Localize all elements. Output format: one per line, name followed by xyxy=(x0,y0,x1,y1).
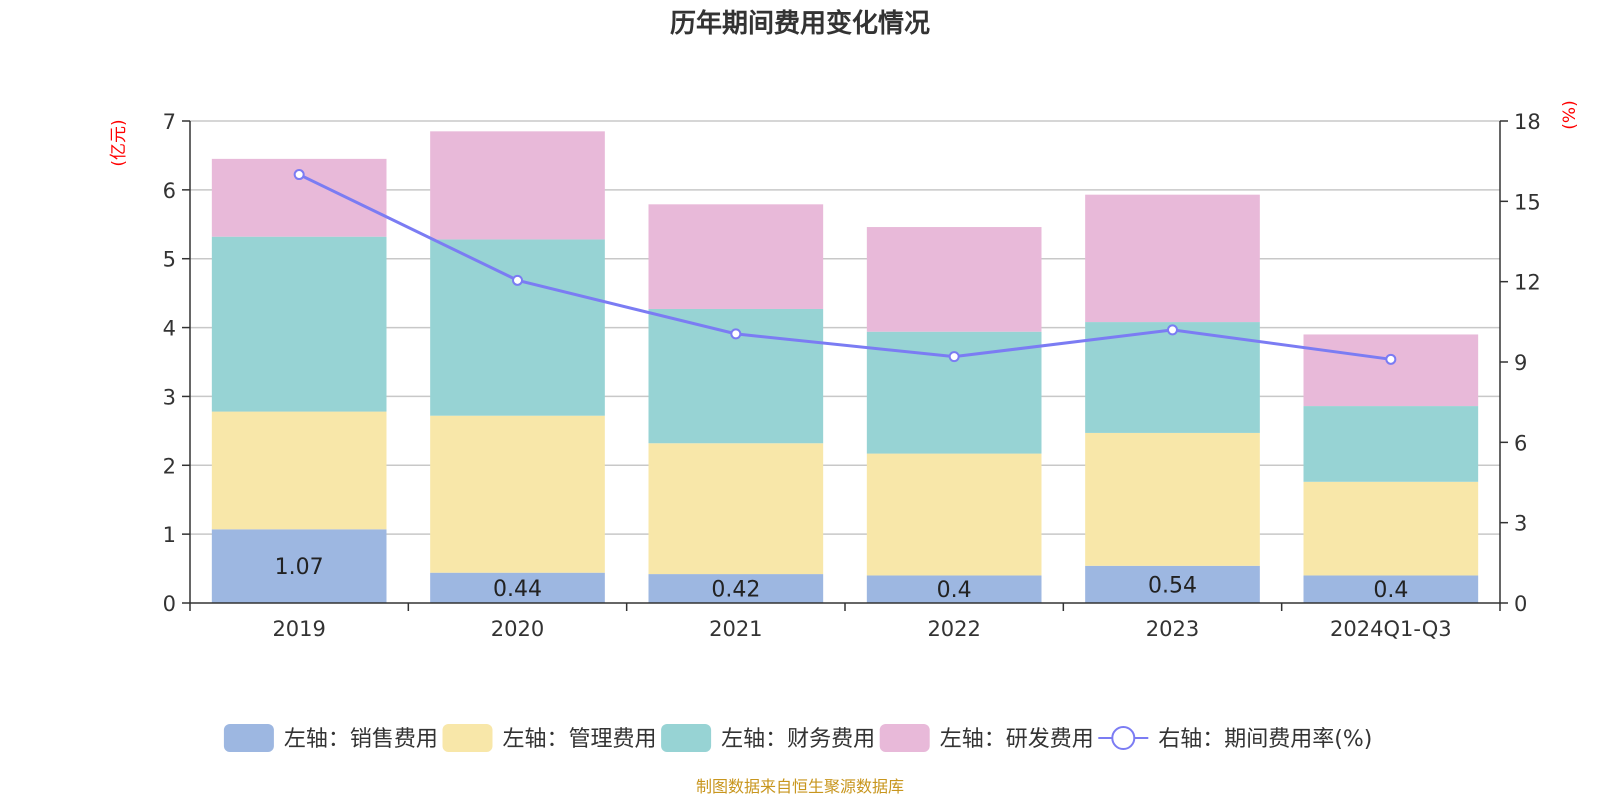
right-axis-unit: (%) xyxy=(1560,100,1580,129)
left-tick-label: 4 xyxy=(163,317,176,341)
bar-layer xyxy=(211,131,1479,603)
bar-segment-s0-2 xyxy=(648,574,824,603)
left-tick-label: 6 xyxy=(163,179,176,203)
bar-segment-s1-2 xyxy=(648,443,824,575)
left-tick-label: 7 xyxy=(163,110,176,134)
rate-point xyxy=(293,169,305,181)
rate-point xyxy=(948,351,960,363)
left-tick-label: 3 xyxy=(163,385,176,409)
right-tick-label: 12 xyxy=(1514,271,1541,295)
bar-segment-s2-4 xyxy=(1085,322,1260,433)
x-tick-label: 2020 xyxy=(491,617,544,641)
bar-segment-s0-1 xyxy=(430,572,605,603)
x-tick-label: 2021 xyxy=(709,617,762,641)
bar-segment-s1-1 xyxy=(430,415,605,573)
legend-label: 左轴：销售费用 xyxy=(284,727,438,752)
gridlines xyxy=(190,120,1500,535)
bar-segment-s1-4 xyxy=(1085,432,1260,566)
right-tick-label: 3 xyxy=(1514,512,1527,536)
rate-point xyxy=(1385,353,1397,365)
bar-segment-s3-5 xyxy=(1303,334,1479,407)
bar-segment-s0-5 xyxy=(1303,575,1479,603)
legend-swatch xyxy=(661,724,712,752)
right-tick-label: 15 xyxy=(1514,190,1541,214)
left-tick-label: 0 xyxy=(163,592,176,616)
bar-segment-s3-2 xyxy=(648,204,824,309)
right-tick-label: 18 xyxy=(1514,110,1541,134)
left-tick-label: 5 xyxy=(163,248,176,272)
bar-segment-s2-5 xyxy=(1303,406,1479,482)
source-note: 制图数据来自恒生聚源数据库 xyxy=(696,777,904,796)
bar-segment-s3-1 xyxy=(430,131,605,240)
data-label: 0.54 xyxy=(1148,573,1197,598)
right-tick-label: 0 xyxy=(1514,592,1527,616)
bar-segment-s2-1 xyxy=(430,239,605,416)
right-tick-label: 6 xyxy=(1514,431,1527,455)
data-label: 1.07 xyxy=(275,555,324,580)
bar-segment-s1-0 xyxy=(211,411,387,530)
right-tick-label: 9 xyxy=(1514,351,1527,375)
rate-line-layer xyxy=(293,169,1397,365)
x-tick-label: 2022 xyxy=(927,617,980,641)
left-tick-label: 2 xyxy=(163,454,176,478)
bar-segment-s2-0 xyxy=(211,236,387,412)
bar-segment-s0-4 xyxy=(1085,565,1260,603)
rate-point xyxy=(730,328,742,340)
chart-title: 历年期间费用变化情况 xyxy=(670,8,930,39)
legend-swatch xyxy=(442,724,493,752)
legend-label: 右轴：期间费用率(%) xyxy=(1158,727,1372,752)
legend-swatch xyxy=(879,724,930,752)
legend-label: 左轴：研发费用 xyxy=(940,727,1094,752)
x-tick-label: 2023 xyxy=(1146,617,1199,641)
legend-label: 左轴：财务费用 xyxy=(721,727,875,752)
bar-segment-s1-3 xyxy=(866,453,1042,576)
x-tick-label: 2024Q1-Q3 xyxy=(1330,617,1452,641)
data-label: 0.4 xyxy=(1373,578,1408,603)
data-label: 0.4 xyxy=(937,578,972,603)
bar-segment-s3-3 xyxy=(866,227,1042,332)
data-label: 0.42 xyxy=(711,578,760,603)
left-tick-label: 1 xyxy=(163,523,176,547)
left-axis-unit: (亿元) xyxy=(109,119,129,166)
legend: 左轴：销售费用 左轴：管理费用 左轴：财务费用 左轴：研发费用 右轴：期间费用率(%) xyxy=(223,724,1372,752)
data-label: 0.44 xyxy=(493,577,542,602)
bar-segment-s0-3 xyxy=(866,575,1042,603)
bar-segment-s1-5 xyxy=(1303,481,1479,576)
bar-segment-s0-0 xyxy=(211,529,387,603)
legend-marker xyxy=(1111,726,1136,750)
legend-swatch xyxy=(223,724,274,752)
rate-point xyxy=(512,274,523,286)
legend-label: 左轴：管理费用 xyxy=(503,727,657,752)
bar-segment-s3-4 xyxy=(1085,194,1260,323)
x-tick-label: 2019 xyxy=(272,617,325,641)
rate-point xyxy=(1167,324,1178,336)
data-label-layer: 1.07 0.44 0.42 0.4 0.54 0.4 xyxy=(275,555,1409,603)
rate-line xyxy=(298,173,1392,361)
